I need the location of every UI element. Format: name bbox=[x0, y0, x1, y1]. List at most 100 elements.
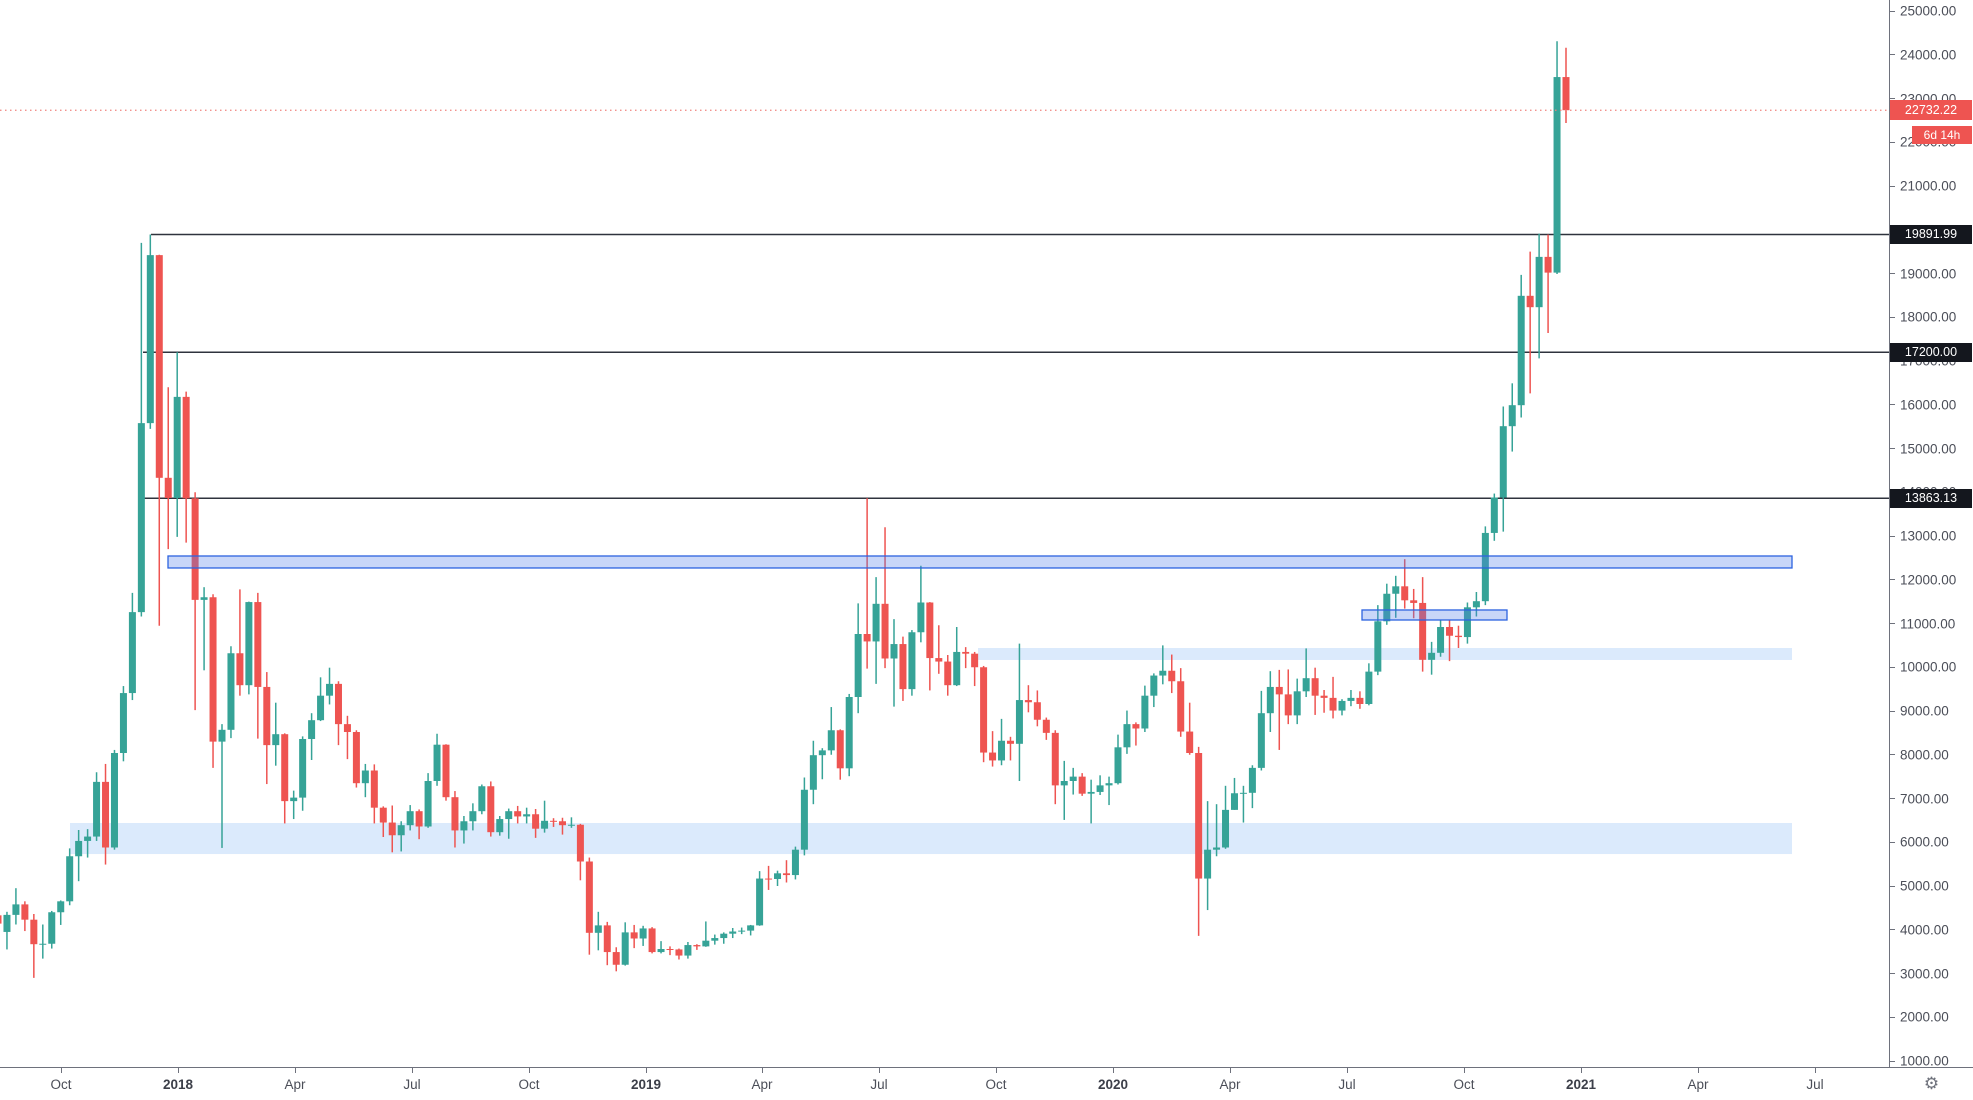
price-tick-label: 1000.00 bbox=[1900, 1053, 1949, 1069]
candle-body bbox=[442, 744, 450, 798]
time-tick-mark bbox=[1698, 1068, 1699, 1073]
candle-body bbox=[1481, 532, 1489, 602]
candle-body bbox=[558, 821, 566, 826]
candle-body bbox=[989, 752, 997, 761]
time-tick-mark bbox=[879, 1068, 880, 1073]
candle-body bbox=[1078, 776, 1086, 794]
candle-body bbox=[326, 683, 334, 696]
price-tick-label: 24000.00 bbox=[1900, 47, 1957, 63]
zone-rect-resistance-zone-11200[interactable] bbox=[1361, 609, 1508, 621]
candle-body bbox=[809, 755, 817, 790]
candle-body bbox=[585, 861, 593, 933]
candle-body bbox=[1248, 767, 1256, 793]
candle-body bbox=[1150, 675, 1158, 696]
candle-body bbox=[1195, 753, 1203, 879]
price-tick-label: 15000.00 bbox=[1900, 441, 1957, 456]
time-tick-mark bbox=[646, 1068, 647, 1073]
candle-body bbox=[684, 945, 692, 956]
candle-body bbox=[1033, 702, 1041, 720]
candle-body bbox=[1374, 621, 1382, 672]
candle-body bbox=[1087, 791, 1095, 794]
time-tick-label: Jul bbox=[1806, 1077, 1824, 1092]
candle-body bbox=[317, 695, 325, 721]
candle-body bbox=[1446, 627, 1454, 636]
zone-rect-resistance-zone-12400[interactable] bbox=[167, 555, 1793, 569]
candle-body bbox=[1069, 776, 1077, 781]
candle-body bbox=[12, 904, 20, 915]
candle-body bbox=[3, 914, 11, 932]
candlestick-chart[interactable] bbox=[0, 0, 1889, 1067]
candle-body bbox=[1266, 686, 1274, 714]
candle-body bbox=[1096, 785, 1104, 792]
time-tick-label: 2019 bbox=[630, 1077, 662, 1092]
level-price-label: 13863.13 bbox=[1890, 488, 1972, 508]
candle-body bbox=[899, 644, 907, 690]
candle-body bbox=[334, 683, 342, 725]
candle-body bbox=[469, 811, 477, 822]
level-price-label: 19891.99 bbox=[1890, 224, 1972, 244]
candle-body bbox=[854, 634, 862, 697]
candle-body bbox=[594, 925, 602, 933]
candle-body bbox=[57, 901, 65, 913]
candle-body bbox=[227, 653, 235, 730]
time-tick-label: Jul bbox=[1338, 1077, 1356, 1092]
candle-body bbox=[245, 602, 253, 686]
candle-body bbox=[128, 612, 136, 694]
candle-body bbox=[1114, 747, 1122, 784]
time-tick-label: Oct bbox=[50, 1077, 72, 1092]
candle-body bbox=[1401, 586, 1409, 601]
time-tick-mark bbox=[529, 1068, 530, 1073]
candle-body bbox=[675, 949, 683, 956]
candle-body bbox=[1329, 697, 1337, 711]
time-tick-label: Oct bbox=[1453, 1077, 1475, 1092]
candle-body bbox=[1284, 694, 1292, 716]
time-tick-mark bbox=[1581, 1068, 1582, 1073]
price-tick-mark bbox=[1890, 535, 1895, 537]
price-tick-label: 16000.00 bbox=[1900, 397, 1957, 413]
price-tick-mark bbox=[1890, 273, 1895, 274]
candle-body bbox=[102, 781, 110, 848]
candle-body bbox=[1320, 695, 1328, 698]
candle-body bbox=[173, 396, 181, 498]
candle-body bbox=[236, 653, 244, 686]
candle-body bbox=[630, 932, 638, 939]
settings-gear-icon[interactable]: ⚙ bbox=[1923, 1073, 1940, 1094]
zone-rect-support-zone-6000[interactable] bbox=[70, 823, 1792, 855]
candle-body bbox=[1222, 809, 1230, 848]
candle-body bbox=[603, 925, 611, 953]
price-tick-label: 25000.00 bbox=[1900, 3, 1957, 19]
candle-body bbox=[657, 949, 665, 953]
candle-body bbox=[496, 819, 504, 833]
price-axis[interactable]: 22732.22 6d 14h 25000.00 24000.00 23000.00… bbox=[1889, 0, 1973, 1069]
candle-body bbox=[290, 797, 298, 802]
candle-body bbox=[648, 928, 656, 953]
candle-body bbox=[1060, 781, 1068, 786]
candle-body bbox=[926, 602, 934, 659]
price-tick-mark bbox=[1890, 754, 1895, 756]
chart-canvas[interactable] bbox=[0, 0, 1889, 1067]
candle-body bbox=[1051, 732, 1059, 786]
candle-body bbox=[693, 945, 701, 947]
price-tick-mark bbox=[1890, 885, 1895, 887]
candle-body bbox=[1383, 593, 1391, 622]
time-axis[interactable]: Oct 2018 Apr Jul Oct 2019 Apr Jul Oct 2020 Apr Jul O… bbox=[0, 1067, 1973, 1100]
price-tick-mark bbox=[1890, 841, 1895, 843]
candle-body bbox=[514, 811, 522, 817]
price-tick-label: 4000.00 bbox=[1900, 922, 1949, 938]
candle-body bbox=[1526, 295, 1534, 308]
time-tick-label: 2018 bbox=[162, 1077, 194, 1092]
candle-body bbox=[1213, 847, 1221, 850]
candle-body bbox=[998, 740, 1006, 761]
candle-body bbox=[1311, 678, 1319, 696]
price-tick-mark bbox=[1890, 973, 1895, 974]
candle-body bbox=[1347, 697, 1355, 701]
price-tick-mark bbox=[1890, 929, 1895, 931]
time-tick-mark bbox=[1464, 1068, 1465, 1073]
candle-body bbox=[881, 603, 889, 659]
candle-body bbox=[666, 949, 674, 950]
time-tick-mark bbox=[762, 1068, 763, 1073]
candle-body bbox=[836, 730, 844, 769]
price-tick-mark bbox=[1890, 1060, 1895, 1062]
candle-body bbox=[1517, 295, 1525, 406]
zone-rect-support-zone-10300[interactable] bbox=[978, 648, 1792, 660]
